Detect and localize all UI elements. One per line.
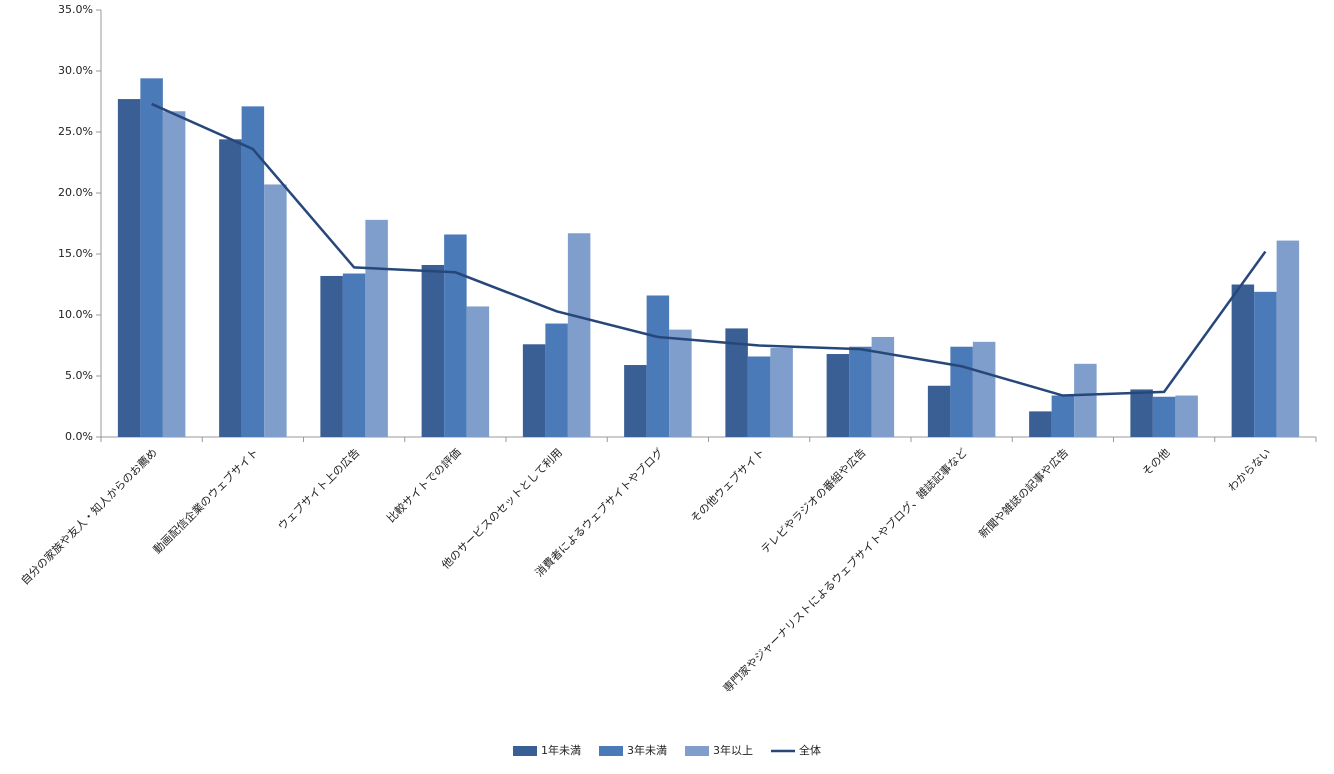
bar — [1276, 240, 1300, 437]
bar — [219, 139, 242, 437]
bar — [950, 346, 973, 437]
bar — [117, 99, 141, 437]
y-tick-label: 0.0% — [65, 430, 93, 443]
bar — [927, 385, 951, 437]
bar — [1130, 389, 1153, 437]
bar — [770, 347, 793, 437]
bar — [1152, 396, 1176, 437]
bar — [365, 219, 388, 437]
bar — [1029, 411, 1052, 437]
bar — [669, 329, 692, 437]
x-tick-label: 新聞や雑誌の記事や広告 — [976, 445, 1071, 540]
bar — [1231, 284, 1255, 437]
legend-swatch — [599, 746, 623, 756]
bar — [421, 264, 445, 437]
bar — [466, 306, 490, 437]
legend-swatch — [513, 746, 537, 756]
bar — [264, 184, 287, 437]
bar — [162, 111, 186, 437]
bar — [140, 78, 163, 437]
bar — [545, 323, 568, 437]
y-tick-label: 35.0% — [58, 3, 93, 16]
x-tick-label: 比較サイトでの評価 — [384, 445, 464, 525]
bar — [567, 233, 591, 437]
bar — [522, 344, 546, 437]
x-tick-label: 他のサービスのセットとして利用 — [439, 446, 565, 572]
x-tick-label: テレビやラジオの番組や広告 — [758, 446, 868, 556]
x-tick-label: 動画配信企業のウェブサイト — [150, 445, 261, 556]
bar — [1175, 395, 1198, 437]
y-tick-label: 25.0% — [58, 125, 93, 138]
x-tick-label: 自分の家族や友人・知人からのお薦め — [18, 445, 160, 587]
legend-label: 3年以上 — [713, 743, 753, 757]
y-tick-label: 5.0% — [65, 369, 93, 382]
bar — [871, 336, 895, 437]
x-tick-label: ウェブサイト上の広告 — [275, 445, 363, 533]
y-tick-label: 20.0% — [58, 186, 93, 199]
legend-swatch — [685, 746, 709, 756]
x-tick-label: わからない — [1226, 446, 1274, 494]
bar — [1254, 291, 1277, 437]
bar — [1051, 395, 1075, 437]
bar — [342, 273, 366, 437]
bar — [725, 328, 748, 437]
x-tick-label: 専門家やジャーナリストによるウェブサイトやブログ、雑誌記事など — [720, 445, 970, 695]
legend-label: 全体 — [799, 743, 821, 757]
bar — [849, 346, 872, 437]
bar — [747, 356, 771, 437]
bar — [972, 341, 996, 437]
x-tick-label: その他 — [1140, 446, 1173, 479]
legend-label: 3年未満 — [627, 743, 667, 757]
y-tick-label: 15.0% — [58, 247, 93, 260]
y-tick-label: 30.0% — [58, 64, 93, 77]
legend: 1年未満 3年未満 3年以上 全体 — [513, 743, 821, 757]
bar — [826, 354, 850, 437]
bar — [241, 106, 265, 437]
legend-label: 1年未満 — [541, 743, 581, 757]
bar — [320, 275, 343, 437]
line — [151, 102, 1267, 397]
bar — [624, 365, 647, 437]
bar — [444, 234, 467, 437]
y-tick-label: 10.0% — [58, 308, 93, 321]
bar — [1074, 363, 1097, 437]
x-tick-label: その他ウェブサイト — [687, 445, 767, 525]
bar — [646, 295, 670, 437]
